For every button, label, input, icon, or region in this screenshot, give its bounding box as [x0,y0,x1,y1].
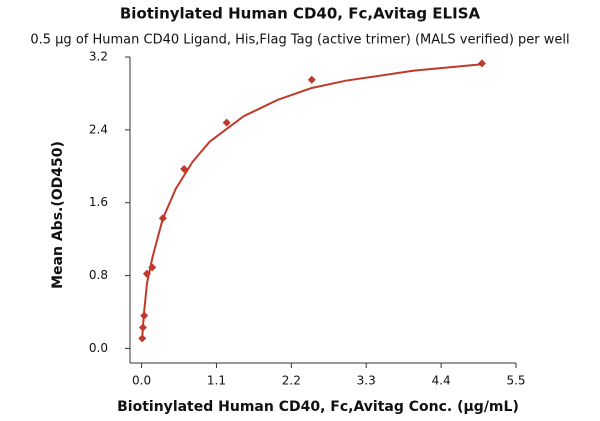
data-point [140,311,149,320]
y-tick-label: 1.6 [89,195,108,209]
x-tick-label: 0.0 [132,374,151,388]
y-tick-label: 0.0 [89,341,108,355]
x-axis-label: Biotinylated Human CD40, Fc,Avitag Conc.… [117,399,519,415]
data-point [138,334,147,343]
x-tick-label: 2.2 [282,374,301,388]
data-point [180,165,189,174]
data-point [477,59,486,68]
x-tick-label: 4.4 [432,374,451,388]
data-point [158,214,167,223]
data-point [148,263,157,272]
data-point [138,323,147,332]
y-tick-label: 3.2 [89,50,108,64]
chart-title: Biotinylated Human CD40, Fc,Avitag ELISA [120,5,481,23]
x-tick-label: 5.5 [506,374,525,388]
data-point [142,269,151,278]
y-tick-label: 2.4 [89,122,108,136]
x-tick-label: 3.3 [357,374,376,388]
y-tick-label: 0.8 [89,268,108,282]
y-axis-label: Mean Abs.(OD450) [50,141,66,289]
chart-subtitle: 0.5 μg of Human CD40 Ligand, His,Flag Ta… [30,33,569,48]
data-point [307,75,316,84]
x-tick-label: 1.1 [207,374,226,388]
fit-curve [141,63,483,339]
data-point [222,118,231,127]
